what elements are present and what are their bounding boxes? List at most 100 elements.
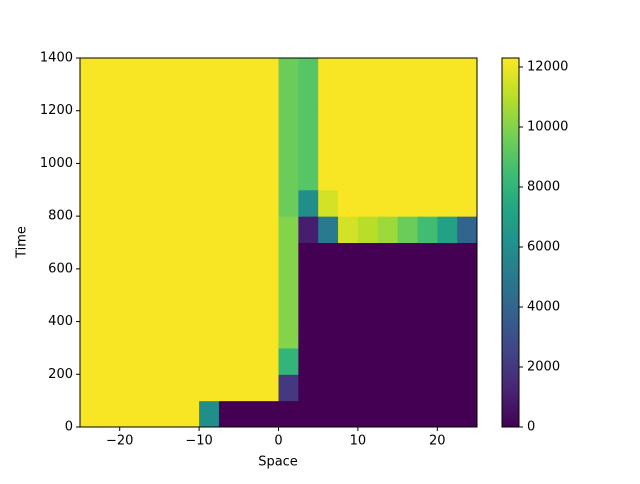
heat-cell <box>119 216 141 243</box>
heat-cell <box>218 110 240 138</box>
heat-cell <box>159 242 180 270</box>
heat-cell <box>397 347 418 375</box>
heat-cell <box>417 347 438 375</box>
heat-cell <box>159 110 180 138</box>
heat-cell <box>357 242 379 270</box>
heat-cell <box>417 216 438 243</box>
heat-cell <box>179 58 200 85</box>
heat-cell <box>199 84 220 112</box>
heat-cell <box>338 137 359 164</box>
heat-cell <box>179 347 200 375</box>
heat-cell <box>377 374 399 402</box>
heat-cell <box>357 295 379 323</box>
heat-cell <box>437 374 458 402</box>
heat-cell <box>179 216 200 243</box>
heat-cell <box>258 242 279 270</box>
heat-cell <box>258 347 279 375</box>
heat-cell <box>457 268 478 296</box>
heat-cell <box>417 321 438 349</box>
heat-cell <box>298 58 319 85</box>
heat-cell <box>238 374 260 402</box>
heat-cell <box>218 137 240 164</box>
heat-cell <box>318 137 339 164</box>
heat-cell <box>357 110 379 138</box>
heat-cell <box>278 400 299 428</box>
heat-cell <box>318 295 339 323</box>
heat-cell <box>298 216 319 243</box>
heat-cell <box>99 400 121 428</box>
heat-cell <box>377 268 399 296</box>
heat-cell <box>179 84 200 112</box>
heat-cell <box>457 163 478 191</box>
heat-cell <box>218 189 240 217</box>
heat-cell <box>437 58 458 85</box>
heat-cell <box>357 137 379 164</box>
heat-cell <box>417 268 438 296</box>
heat-cell <box>139 58 160 85</box>
heat-cell <box>278 163 299 191</box>
heat-cell <box>80 268 101 296</box>
heat-cell <box>397 400 418 428</box>
heat-cell <box>377 189 399 217</box>
heat-cell <box>99 268 121 296</box>
heat-cell <box>199 242 220 270</box>
heat-cell <box>258 400 279 428</box>
heat-cell <box>457 216 478 243</box>
colorbar-tick-label: 12000 <box>527 60 568 75</box>
heat-cell <box>99 110 121 138</box>
heat-cell <box>278 137 299 164</box>
heat-cell <box>298 268 319 296</box>
heat-cell <box>139 268 160 296</box>
x-axis-label: Space <box>258 455 298 470</box>
heat-cell <box>119 374 141 402</box>
heat-cell <box>377 137 399 164</box>
heat-cell <box>437 295 458 323</box>
heat-cell <box>318 321 339 349</box>
heat-cell <box>238 321 260 349</box>
heat-cell <box>318 163 339 191</box>
heat-cell <box>238 84 260 112</box>
heat-cell <box>218 400 240 428</box>
heat-cell <box>179 295 200 323</box>
heat-cell <box>338 268 359 296</box>
heat-cell <box>258 374 279 402</box>
heat-cell <box>80 295 101 323</box>
heat-cell <box>397 84 418 112</box>
heat-cell <box>298 347 319 375</box>
heat-cell <box>318 216 339 243</box>
heat-cell <box>99 347 121 375</box>
heat-cell <box>80 216 101 243</box>
heat-cell <box>298 321 319 349</box>
heat-cell <box>377 110 399 138</box>
heat-cell <box>139 137 160 164</box>
heat-cell <box>258 110 279 138</box>
heat-cell <box>278 216 299 243</box>
heat-cell <box>377 321 399 349</box>
heat-cell <box>80 347 101 375</box>
heat-cell <box>278 295 299 323</box>
heat-cell <box>238 163 260 191</box>
heat-cell <box>238 189 260 217</box>
heat-cell <box>179 137 200 164</box>
heat-cell <box>278 189 299 217</box>
heat-cell <box>338 58 359 85</box>
heat-cell <box>258 137 279 164</box>
heat-cell <box>139 347 160 375</box>
heat-cell <box>377 400 399 428</box>
heat-cell <box>278 110 299 138</box>
heat-cell <box>357 268 379 296</box>
heat-cell <box>179 321 200 349</box>
heat-cell <box>119 242 141 270</box>
heat-cell <box>159 216 180 243</box>
heat-cell <box>437 110 458 138</box>
heat-cell <box>99 189 121 217</box>
heat-cell <box>159 58 180 85</box>
heat-cell <box>238 216 260 243</box>
y-tick-label: 1000 <box>40 156 73 171</box>
y-tick-label: 200 <box>48 367 73 382</box>
heat-cell <box>338 216 359 243</box>
heat-cell <box>357 58 379 85</box>
heat-cell <box>457 242 478 270</box>
heat-cell <box>119 321 141 349</box>
